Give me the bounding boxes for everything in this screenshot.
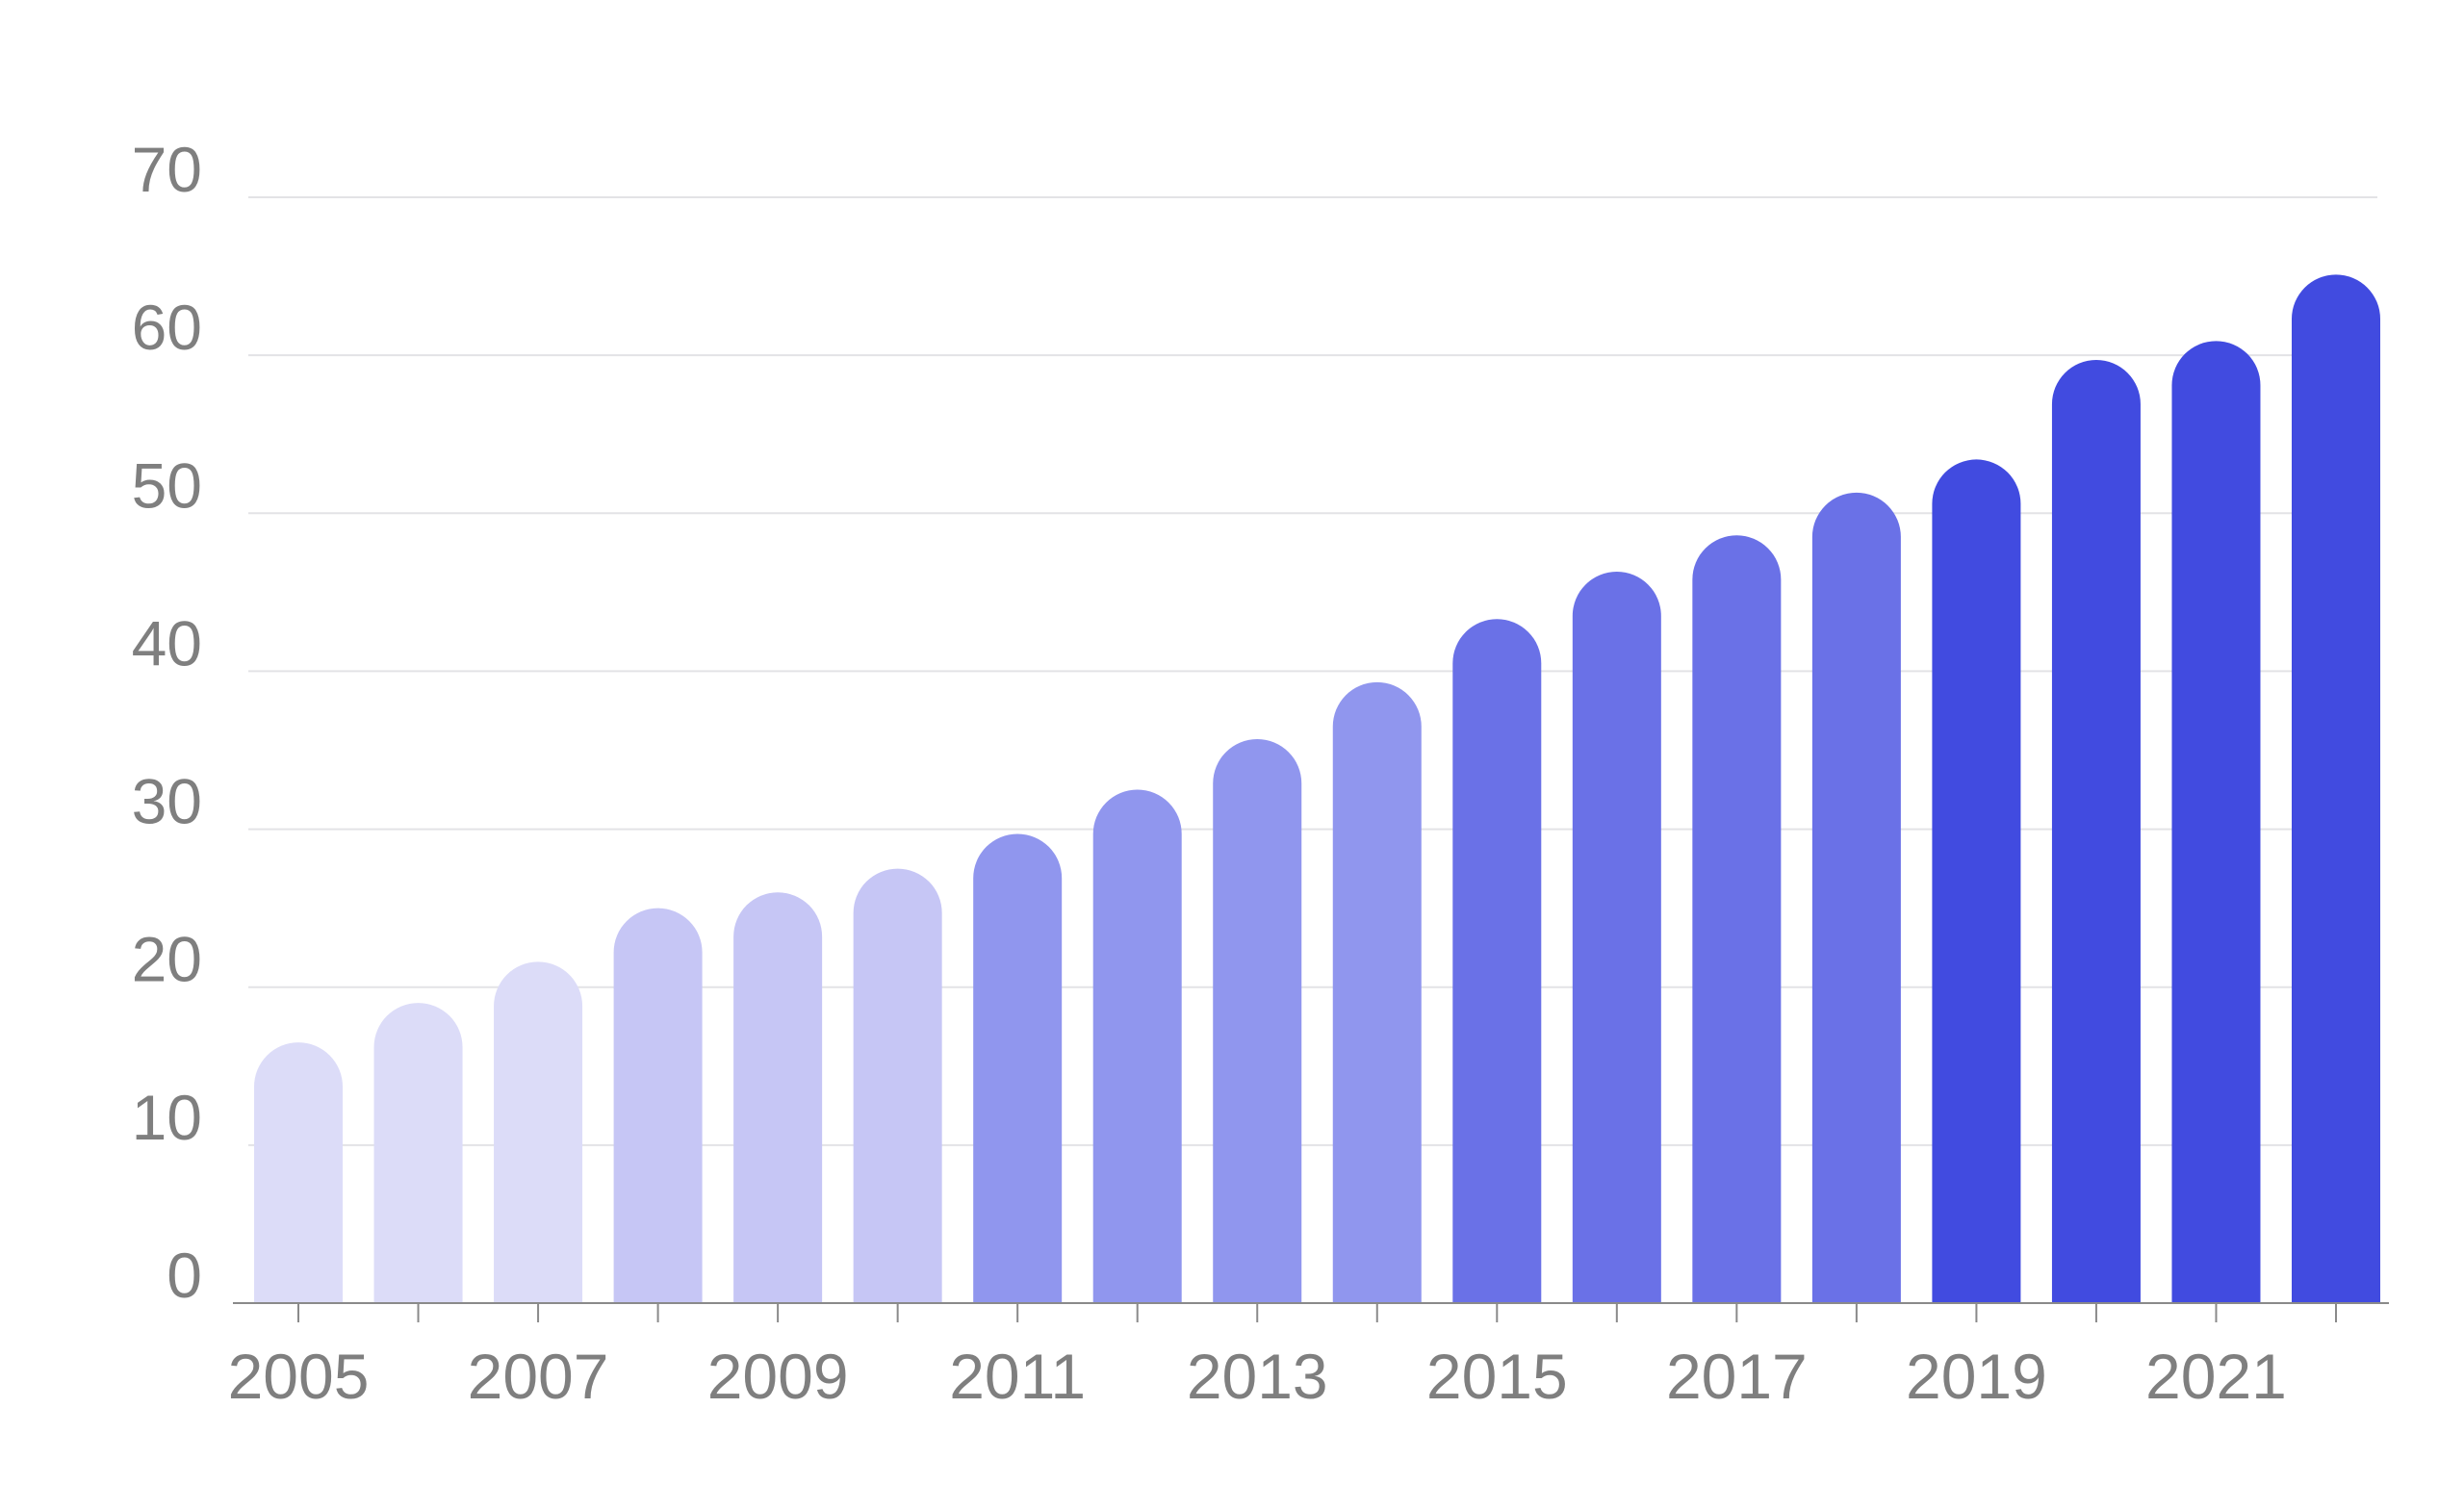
x-axis: [233, 1302, 2389, 1322]
bar-2007: [494, 961, 583, 1303]
y-tick-label-30: 30: [132, 766, 202, 837]
bar-2012: [1092, 789, 1182, 1303]
y-tick-label-20: 20: [132, 924, 202, 995]
bar-2015: [1452, 619, 1542, 1303]
bar-2013: [1213, 738, 1302, 1303]
x-tick-label-2007: 2007: [468, 1341, 609, 1412]
bars: [254, 274, 2380, 1304]
x-tick-label-2005: 2005: [228, 1341, 370, 1412]
grid-lines: [248, 196, 2377, 1146]
x-tick-label-2009: 2009: [707, 1341, 849, 1412]
bar-2006: [373, 1003, 463, 1303]
x-axis-tick-labels: 2005 2007 2009 2011 2013 2015 2017 2019 2021: [228, 1341, 2287, 1412]
bar-2014: [1332, 681, 1422, 1303]
x-tick-label-2013: 2013: [1187, 1341, 1328, 1412]
bar-2018: [1811, 492, 1901, 1303]
bar-2011: [973, 833, 1063, 1303]
y-tick-label-60: 60: [132, 292, 202, 363]
bar-2016: [1572, 571, 1661, 1303]
bar-2022: [2292, 274, 2380, 1303]
x-tick-label-2015: 2015: [1426, 1341, 1568, 1412]
y-tick-label-50: 50: [132, 449, 202, 521]
bar-2017: [1692, 535, 1782, 1303]
x-tick-label-2019: 2019: [1906, 1341, 2047, 1412]
bar-2005: [254, 1042, 343, 1303]
y-axis-tick-labels: 0 10 20 30 40 50 60 70: [132, 134, 202, 1311]
y-tick-label-10: 10: [132, 1082, 202, 1153]
x-tick-label-2017: 2017: [1666, 1341, 1808, 1412]
bar-2010: [853, 868, 942, 1303]
y-tick-label-70: 70: [132, 134, 202, 205]
bar-2019: [1932, 459, 2021, 1303]
bar-2020: [2051, 360, 2141, 1304]
bar-2021: [2171, 341, 2261, 1304]
bar-2008: [613, 908, 703, 1303]
y-tick-label-0: 0: [167, 1240, 202, 1311]
y-tick-label-40: 40: [132, 607, 202, 678]
x-tick-label-2011: 2011: [949, 1341, 1086, 1412]
x-tick-label-2021: 2021: [2145, 1341, 2287, 1412]
bar-2009: [733, 892, 823, 1303]
